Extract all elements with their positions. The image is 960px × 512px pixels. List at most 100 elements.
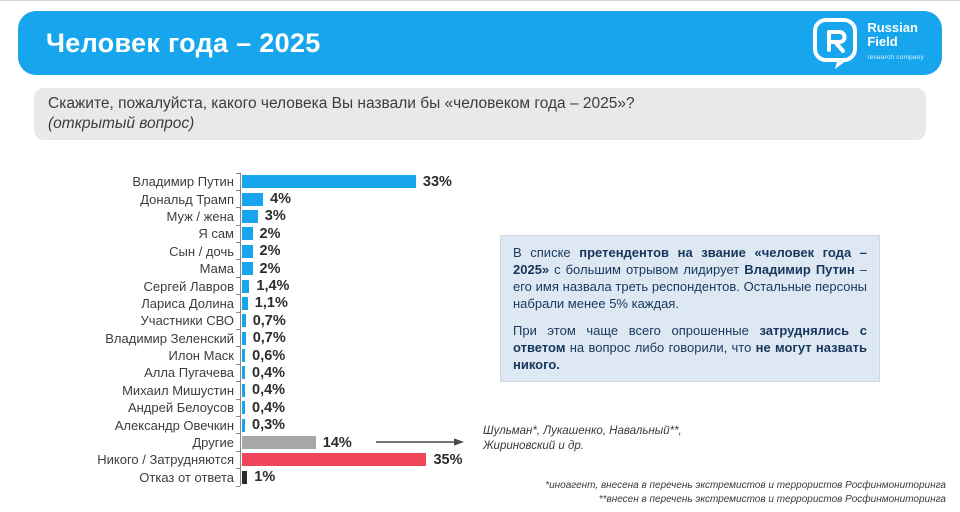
page-title: Человек года – 2025 <box>46 27 321 58</box>
others-annotation-line1: Шульман*, Лукашенко, Навальный**, <box>483 425 682 437</box>
bar-row: Муж / жена 3% <box>0 207 960 226</box>
bar-track: 2% <box>236 259 960 278</box>
bar-row: Другие 14% <box>0 433 960 452</box>
bar-row: Сергей Лавров 1,4% <box>0 276 960 295</box>
bar-label: Никого / Затрудняются <box>97 452 234 468</box>
bar-row: Дональд Трамп 4% <box>0 189 960 208</box>
bar-track: 0,4% <box>236 363 960 382</box>
bar-row: Участники СВО 0,7% <box>0 311 960 330</box>
bar-label: Илон Маск <box>168 348 235 364</box>
bar-label: Владимир Путин <box>132 174 234 190</box>
bar-track: 1% <box>236 468 960 487</box>
bar-value: 0,6% <box>252 347 286 364</box>
bar <box>242 331 246 345</box>
footnotes: *иноагент, внесена в перечень экстремист… <box>545 479 946 506</box>
bar <box>242 296 248 310</box>
bar <box>242 227 253 241</box>
bar-label: Другие <box>192 435 234 451</box>
bar-value: 0,3% <box>252 417 286 434</box>
bar-track: 0,4% <box>236 398 960 417</box>
bar <box>242 470 248 484</box>
others-annotation: Шульман*, Лукашенко, Навальный**, Жирино… <box>483 424 682 454</box>
bar-value: 14% <box>322 434 352 451</box>
bar-value: 1,1% <box>254 295 288 312</box>
question-subtext: (открытый вопрос) <box>48 115 195 132</box>
bar <box>242 314 246 328</box>
bar-track: 14% <box>236 433 960 452</box>
bar-track: 0,7% <box>236 329 960 347</box>
bar-track: 0,7% <box>236 311 960 330</box>
bar-label: Муж / жена <box>166 208 235 224</box>
bar-value: 4% <box>270 191 292 208</box>
bar <box>242 349 246 363</box>
bar <box>242 175 416 189</box>
footnote-1: *иноагент, внесена в перечень экстремист… <box>545 480 946 491</box>
bar-value: 2% <box>259 243 281 260</box>
bar-label: Сын / дочь <box>169 243 234 259</box>
bar-label: Лариса Долина <box>141 295 234 311</box>
bar-track: 1,4% <box>236 276 960 295</box>
bar-row: Владимир Путин 33% <box>0 172 960 191</box>
bar-label: Михаил Мишустин <box>122 382 234 398</box>
question-box: Скажите, пожалуйста, какого человека Вы … <box>34 88 926 140</box>
insight-paragraph: В списке претендентов на звание «человек… <box>513 245 867 311</box>
bar-value: 0,7% <box>252 312 286 329</box>
bar-label: Мама <box>199 261 234 277</box>
bar-row: Мама 2% <box>0 259 960 278</box>
bar-row: Сын / дочь 2% <box>0 242 960 260</box>
others-arrow <box>376 434 464 452</box>
brand-text: Russian Field research company <box>867 21 924 65</box>
bar-value: 0,4% <box>252 364 286 381</box>
brand-name-line2: Field <box>867 34 898 49</box>
bar-row: Владимир Зеленский 0,7% <box>0 329 960 347</box>
bar <box>242 209 258 223</box>
bar-row: Андрей Белоусов 0,4% <box>0 398 960 417</box>
header-banner: Человек года – 2025 Russian Field resear… <box>18 11 942 75</box>
bar-value: 2% <box>259 260 281 277</box>
bar-label: Дональд Трамп <box>140 191 234 207</box>
bar-track: 2% <box>236 224 960 243</box>
bar-track: 0,4% <box>236 381 960 400</box>
bar-track: 4% <box>236 189 960 208</box>
bar-track: 2% <box>236 242 960 260</box>
bar-row: Отказ от ответа 1% <box>0 468 960 487</box>
bar-row: Я сам 2% <box>0 224 960 243</box>
bar-track: 0,3% <box>236 415 960 434</box>
bar-value: 0,4% <box>252 382 286 399</box>
bar-value: 2% <box>259 225 281 242</box>
bar <box>242 436 316 450</box>
bar-row: Илон Маск 0,6% <box>0 346 960 365</box>
bar-track: 35% <box>236 450 960 469</box>
bar-label: Я сам <box>198 226 234 242</box>
bar-value: 33% <box>422 173 452 190</box>
russian-field-logo-icon <box>812 17 858 69</box>
brand-name-line1: Russian <box>867 20 918 35</box>
bar <box>242 279 250 293</box>
bar-chart: Владимир Путин 33% Дональд Трамп 4% Муж / же… <box>0 172 960 487</box>
bar-label: Отказ от ответа <box>139 469 234 485</box>
bar <box>242 383 245 397</box>
bar-label: Владимир Зеленский <box>105 330 234 346</box>
bar-row: Михаил Мишустин 0,4% <box>0 381 960 400</box>
bar <box>242 366 245 380</box>
insight-box: В списке претендентов на звание «человек… <box>500 235 880 382</box>
insight-paragraph: При этом чаще всего опрошенные затруднял… <box>513 323 867 372</box>
bar-value: 35% <box>433 451 463 468</box>
bar-value: 1,4% <box>256 278 290 295</box>
bar-track: 1,1% <box>236 294 960 313</box>
bar <box>242 192 264 206</box>
footnote-2: **внесен в перечень экстремистов и терро… <box>598 493 946 505</box>
bar-row: Никого / Затрудняются 35% <box>0 450 960 469</box>
bar <box>242 401 245 415</box>
brand-tagline: research company <box>867 54 924 61</box>
question-text: Скажите, пожалуйста, какого человека Вы … <box>48 95 635 112</box>
bar-row: Александр Овечкин 0,3% <box>0 415 960 434</box>
bar-label: Алла Пугачева <box>144 365 234 381</box>
bar <box>242 453 427 467</box>
brand-logo: Russian Field research company <box>812 17 924 69</box>
bar <box>242 262 253 276</box>
bar-value: 1% <box>254 469 276 486</box>
bar-track: 3% <box>236 207 960 226</box>
bar-label: Участники СВО <box>140 313 234 329</box>
